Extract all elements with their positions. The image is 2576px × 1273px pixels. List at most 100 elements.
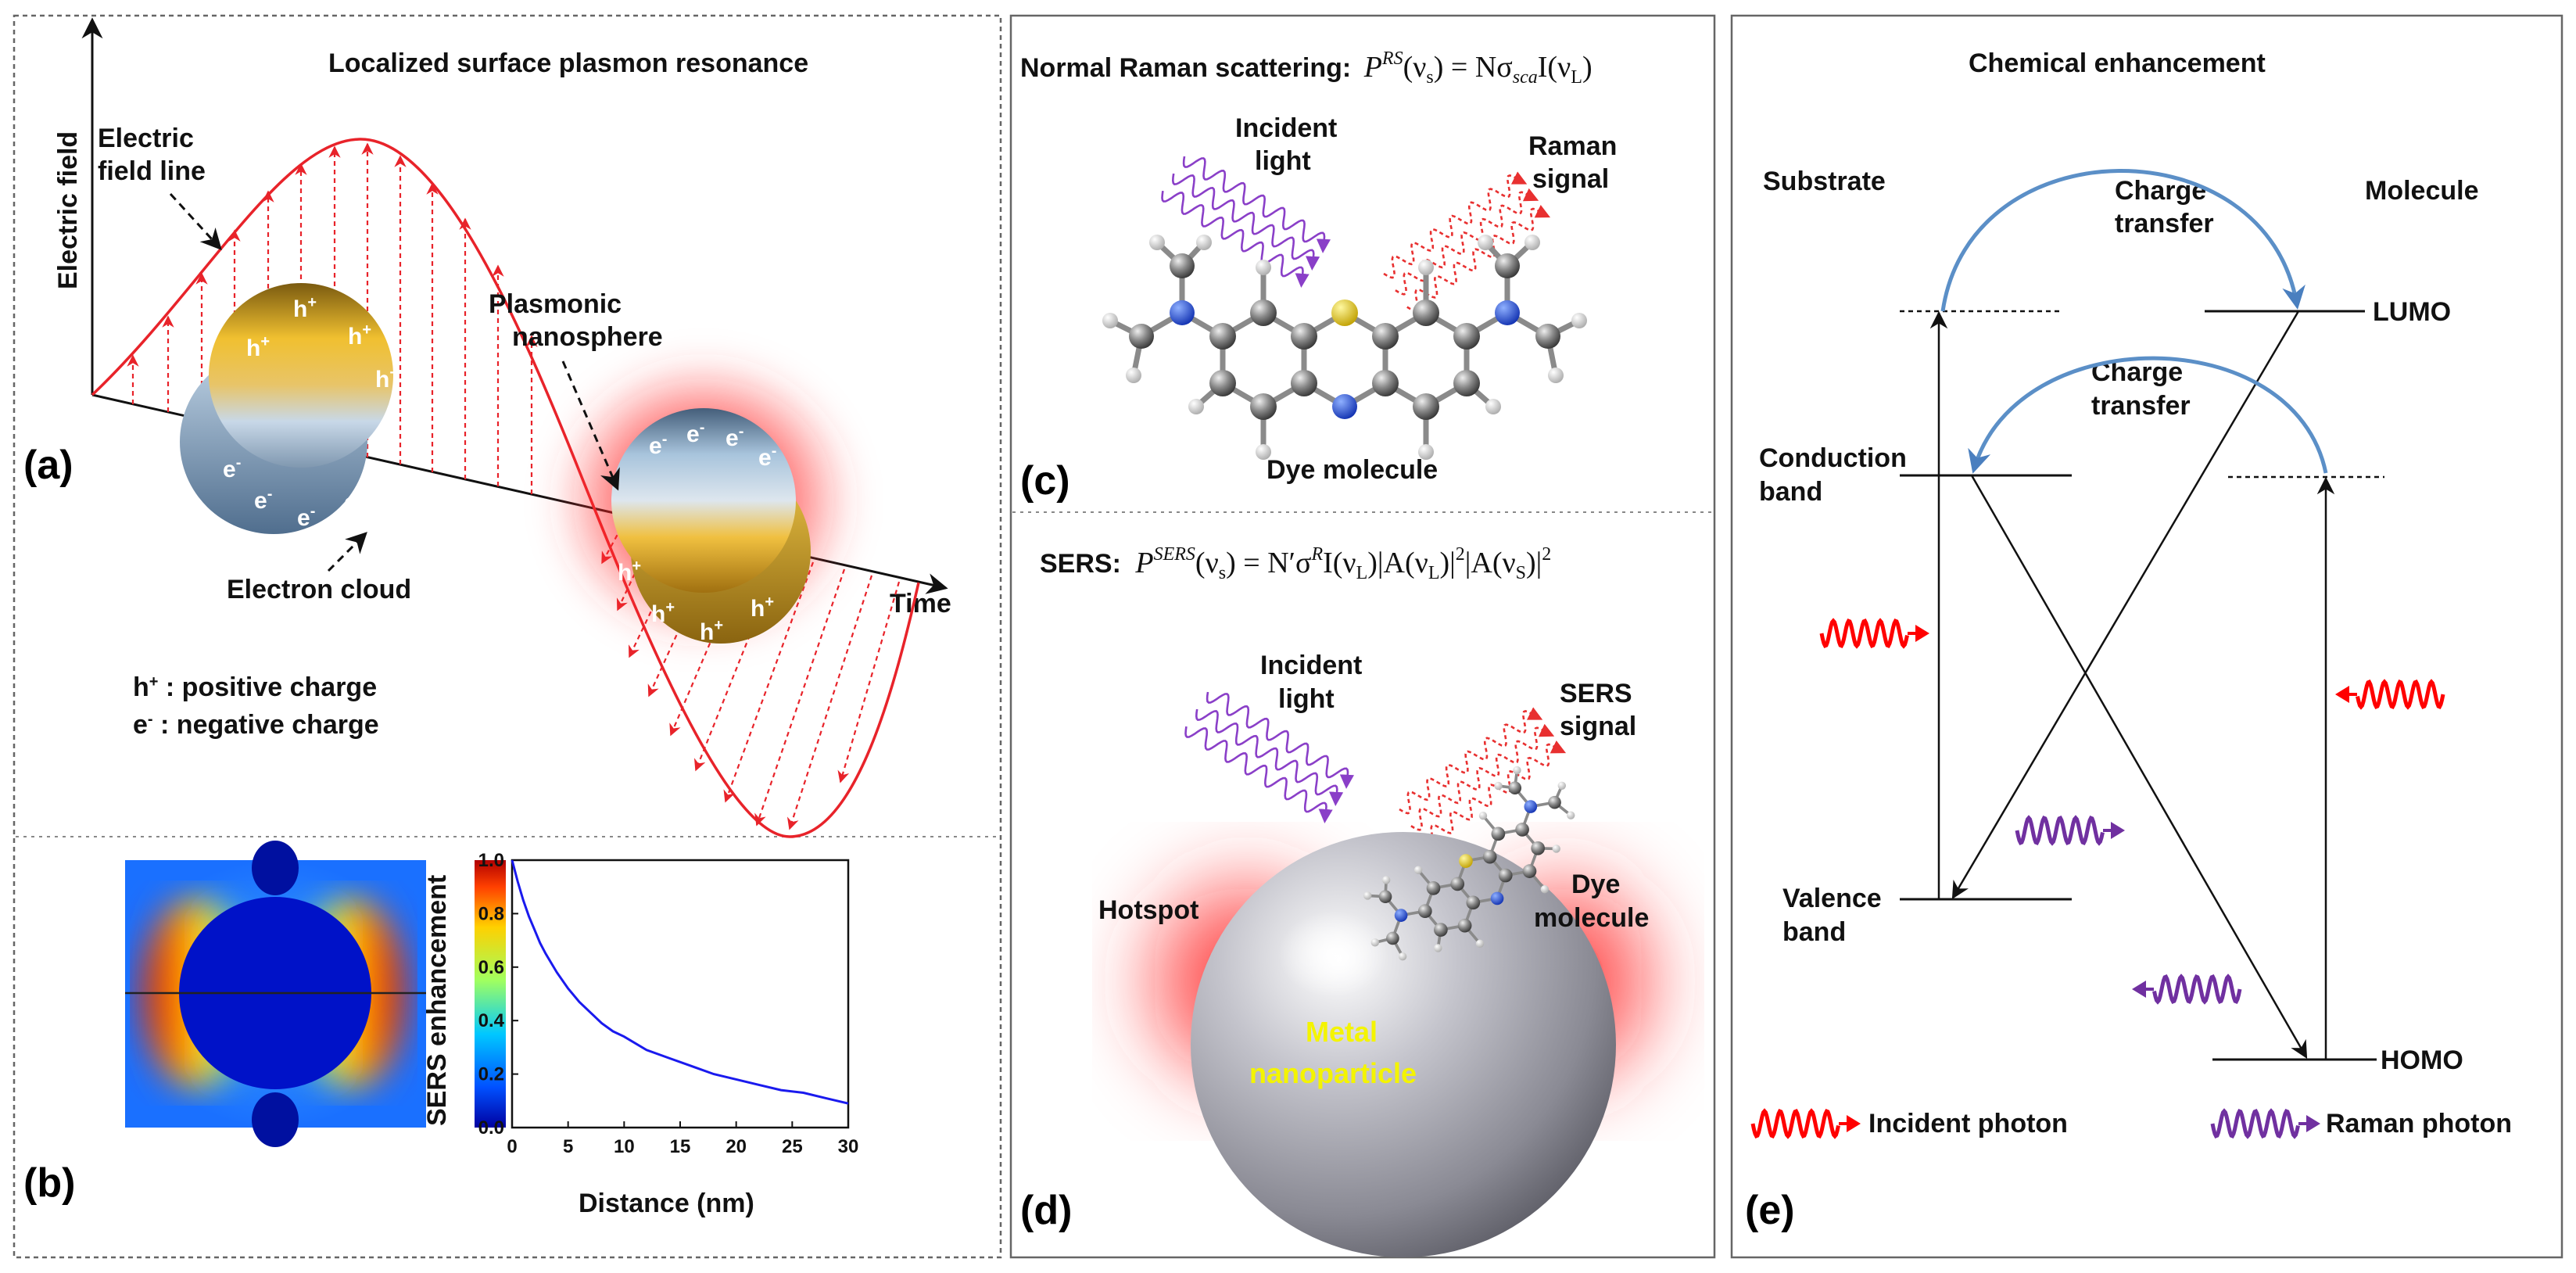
carbon-atom [1386, 931, 1399, 945]
raman-wave [1406, 204, 1551, 313]
raman-photon-out-right-head [2111, 822, 2125, 839]
x-tick-label: 20 [726, 1136, 747, 1157]
x-tick-label: 30 [838, 1136, 859, 1157]
svg-text:h+: h+ [618, 558, 641, 586]
electron-region-shape-2 [611, 408, 796, 593]
conduction-label-2: band [1759, 477, 1822, 507]
dye-label-2: molecule [1534, 903, 1649, 933]
hydrogen-atom [1126, 368, 1141, 383]
raman-photon-out-left-head [2132, 981, 2146, 998]
metal-nanoparticle [1191, 832, 1616, 1257]
nitrogen-atom [1332, 394, 1357, 419]
sers-incident-waves [1184, 691, 1354, 824]
raman-wave [1395, 188, 1539, 296]
legend-raman-photon-icon [2210, 1108, 2300, 1139]
svg-text:h+: h+ [348, 321, 371, 350]
nitrogen-atom [1495, 300, 1520, 325]
panel-a-title: Localized surface plasmon resonance [328, 48, 808, 78]
raman-signal-label-1: Raman [1528, 131, 1617, 161]
legend-raman-photon-icon-head [2306, 1115, 2320, 1132]
nanosphere-right: e- e- e- e- h+ h+ h+ h+ [551, 356, 856, 645]
incident-wave [1184, 726, 1333, 824]
incident-light-label-2: light [1255, 146, 1311, 176]
y-tick-label: 0.0 [478, 1117, 504, 1139]
incident-photon-right [2356, 679, 2445, 710]
panel-a: Localized surface plasmon resonance Elec… [23, 17, 951, 838]
carbon-atom [1291, 370, 1317, 396]
transition-conduction-to-homo [1970, 475, 2308, 1059]
svg-text:e-: e- [254, 486, 272, 514]
carbon-atom [1453, 370, 1480, 396]
carbon-atom [1531, 841, 1546, 855]
hydrogen-atom [1363, 891, 1372, 900]
carbon-atom [1457, 918, 1472, 933]
hydrogen-atom [1413, 866, 1423, 874]
y-tick-label: 0.8 [478, 903, 504, 924]
colorbar [475, 860, 506, 1128]
y-tick-label: 0.2 [478, 1064, 504, 1085]
particle-highlight [1278, 911, 1388, 997]
carbon-atom [1129, 324, 1154, 349]
metal-label-2: nanoparticle [1249, 1057, 1417, 1089]
adsorbed-dye-molecule [1363, 766, 1575, 961]
svg-text:e-: e- [726, 423, 743, 451]
hydrogen-atom [1256, 444, 1271, 460]
hydrogen-atom [1552, 844, 1560, 853]
carbon-atom [1250, 299, 1277, 326]
panel-c: Normal Raman scattering: PRS(νs) = Nσsca… [1020, 48, 1617, 504]
dye-label-1: Dye [1571, 870, 1620, 899]
sers-wave [1410, 723, 1555, 831]
sulfur-atom [1331, 299, 1358, 326]
carbon-atom [1495, 253, 1520, 278]
panel-d: SERS: PSERS(νs) = N′σRI(νL)|A(νL)|2|A(νS… [1020, 544, 1681, 1257]
hydrogen-atom [1434, 944, 1442, 952]
y-tick-label: 0.4 [478, 1010, 505, 1031]
x-tick-label: 0 [507, 1136, 517, 1157]
hydrogen-atom [1418, 444, 1434, 460]
panel-d-label: (d) [1020, 1188, 1072, 1233]
field-enhancement-map [125, 841, 426, 1147]
carbon-atom [1417, 904, 1432, 919]
hydrogen-atom [1381, 876, 1391, 884]
hydrogen-atom [1475, 939, 1485, 948]
raman-signal-waves [1383, 171, 1551, 313]
substrate-label: Substrate [1763, 167, 1886, 196]
incident-photon-left-head [1915, 625, 1929, 642]
hydrogen-atom [1398, 952, 1407, 961]
carbon-atom [1413, 393, 1439, 420]
metal-label-1: Metal [1306, 1016, 1378, 1048]
hotspot-label: Hotspot [1098, 895, 1198, 925]
panel-e-label: (e) [1745, 1188, 1795, 1233]
axis-x-label: Time [890, 589, 951, 619]
carbon-atom [1535, 324, 1560, 349]
incident-light-waves [1161, 156, 1331, 289]
valence-label-2: band [1782, 917, 1846, 947]
hydrogen-atom [1571, 313, 1587, 328]
field-line-leader [169, 192, 222, 250]
panel-b-label: (b) [23, 1160, 75, 1206]
svg-text:e-: e- [344, 487, 362, 515]
nanosphere-label-2: nanosphere [512, 322, 663, 352]
nanosphere-leader [561, 360, 620, 491]
carbon-atom [1291, 323, 1317, 350]
plot-frame [511, 859, 850, 1129]
lumo-label: LUMO [2373, 297, 2451, 327]
incident-wave [1161, 190, 1309, 289]
svg-text:h+: h+ [651, 599, 675, 627]
valence-label-1: Valence [1782, 884, 1882, 913]
carbon-atom [1482, 849, 1497, 864]
hydrogen-atom [1478, 812, 1488, 820]
axis-y-label: Electric field [53, 131, 83, 289]
carbon-atom [1515, 823, 1529, 837]
x-tick-label: 5 [563, 1136, 573, 1157]
ct-mid-label-2: transfer [2091, 391, 2191, 421]
dye-molecule-model [1102, 235, 1587, 460]
x-tick-label: 10 [614, 1136, 635, 1157]
incident-photon-left [1819, 618, 1909, 649]
svg-text:e-: e- [758, 443, 776, 471]
raman-signal-label-2: signal [1532, 164, 1609, 194]
panel-e-border [1730, 14, 2563, 1259]
field-line-label-2: field line [98, 156, 206, 186]
hydrogen-atom [1149, 235, 1165, 250]
